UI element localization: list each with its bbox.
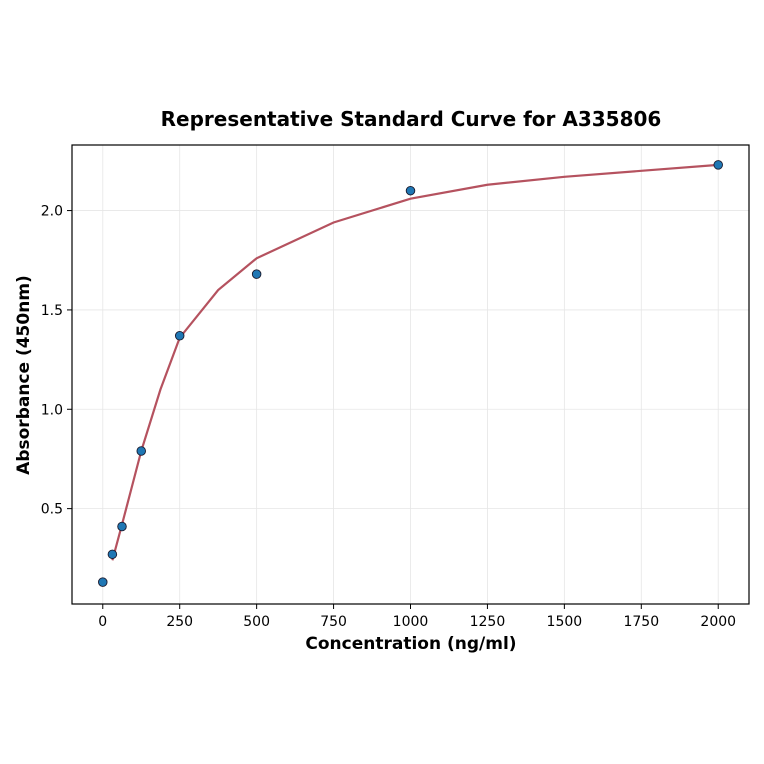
x-axis-label: Concentration (ng/ml) <box>305 634 516 654</box>
data-point <box>251 269 262 279</box>
x-tick-label: 1000 <box>393 614 429 630</box>
y-tick-label: 1.0 <box>41 402 63 418</box>
chart-title: Representative Standard Curve for A33580… <box>161 107 662 131</box>
data-point <box>117 521 127 532</box>
x-tick-label: 750 <box>320 614 347 630</box>
x-tick-label: 250 <box>166 614 193 630</box>
x-tick-label: 2000 <box>700 614 736 630</box>
y-tick-label: 1.5 <box>41 303 63 319</box>
fit-curve <box>111 163 719 561</box>
x-tick-label: 1750 <box>623 614 659 630</box>
data-point <box>136 446 146 456</box>
x-tick-label: 500 <box>243 614 270 630</box>
y-tick-label: 0.5 <box>41 502 63 518</box>
x-tick-label: 1250 <box>470 614 506 630</box>
data-point <box>405 185 416 196</box>
data-point <box>107 549 118 560</box>
plot-frame <box>71 144 750 605</box>
x-tick-label: 0 <box>98 614 107 630</box>
y-axis-label: Absorbance (450nm) <box>14 275 34 475</box>
x-tick-label: 1500 <box>547 614 583 630</box>
data-point <box>713 160 723 170</box>
data-point <box>98 577 108 587</box>
y-tick-label: 2.0 <box>41 204 63 220</box>
data-point <box>174 331 185 341</box>
